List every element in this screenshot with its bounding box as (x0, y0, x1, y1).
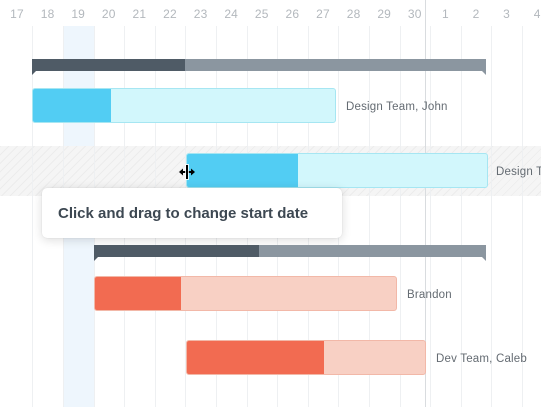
day-label: 22 (163, 7, 177, 21)
summary-bar[interactable] (94, 245, 486, 261)
day-label: 24 (224, 7, 239, 21)
day-label: 21 (132, 7, 147, 21)
summary-bar-remaining (259, 245, 486, 257)
resize-horizontal-cursor-icon (179, 164, 195, 180)
day-label: 17 (10, 7, 24, 21)
task-bar-progress (187, 154, 298, 187)
day-gridline (461, 26, 462, 407)
summary-bar-left-cap (32, 71, 36, 75)
summary-bar-right-cap (482, 71, 486, 75)
task-bar-label: Design T (496, 166, 541, 178)
day-label: 23 (193, 7, 208, 21)
task-bar-label: Design Team, John (346, 101, 448, 113)
day-label: 3 (503, 7, 511, 21)
task-bar-progress (187, 341, 324, 374)
day-label: 26 (285, 7, 300, 21)
task-bar-dragging[interactable] (186, 153, 488, 188)
task-bar-label: Brandon (407, 289, 452, 301)
day-label: 29 (377, 7, 392, 21)
summary-bar-remaining (185, 59, 486, 71)
summary-bar-progress (94, 245, 259, 257)
day-gridline (32, 26, 33, 407)
day-label: 1 (441, 7, 449, 21)
day-label: 2 (472, 7, 480, 21)
day-gridline (369, 26, 370, 407)
day-label: 27 (316, 7, 330, 21)
day-label: 4 (533, 7, 541, 21)
task-bar[interactable] (186, 340, 426, 375)
summary-bar-left-cap (94, 257, 98, 261)
task-bar-progress (33, 89, 111, 122)
day-label: 18 (40, 7, 55, 21)
summary-bar-progress (32, 59, 185, 71)
timeline-header: 17 18 19 20 21 22 23 24 25 26 27 28 29 30 1 2 3 4 (0, 0, 541, 26)
task-bar[interactable] (32, 88, 336, 123)
day-gridline (400, 26, 401, 407)
task-bar[interactable] (94, 276, 397, 311)
month-boundary-line (425, 0, 426, 407)
day-gridline (491, 26, 492, 407)
summary-bar[interactable] (32, 59, 486, 75)
task-bar-label: Dev Team, Caleb (436, 353, 527, 365)
day-gridline (430, 26, 431, 407)
day-gridline (522, 26, 523, 407)
day-label: 30 (407, 7, 422, 21)
day-label: 28 (346, 7, 361, 21)
day-label: 20 (101, 7, 116, 21)
day-label: 19 (71, 7, 86, 21)
day-label: 25 (254, 7, 269, 21)
task-bar-progress (95, 277, 181, 310)
summary-bar-right-cap (482, 257, 486, 261)
drag-hint-tooltip: Click and drag to change start date (42, 188, 342, 238)
